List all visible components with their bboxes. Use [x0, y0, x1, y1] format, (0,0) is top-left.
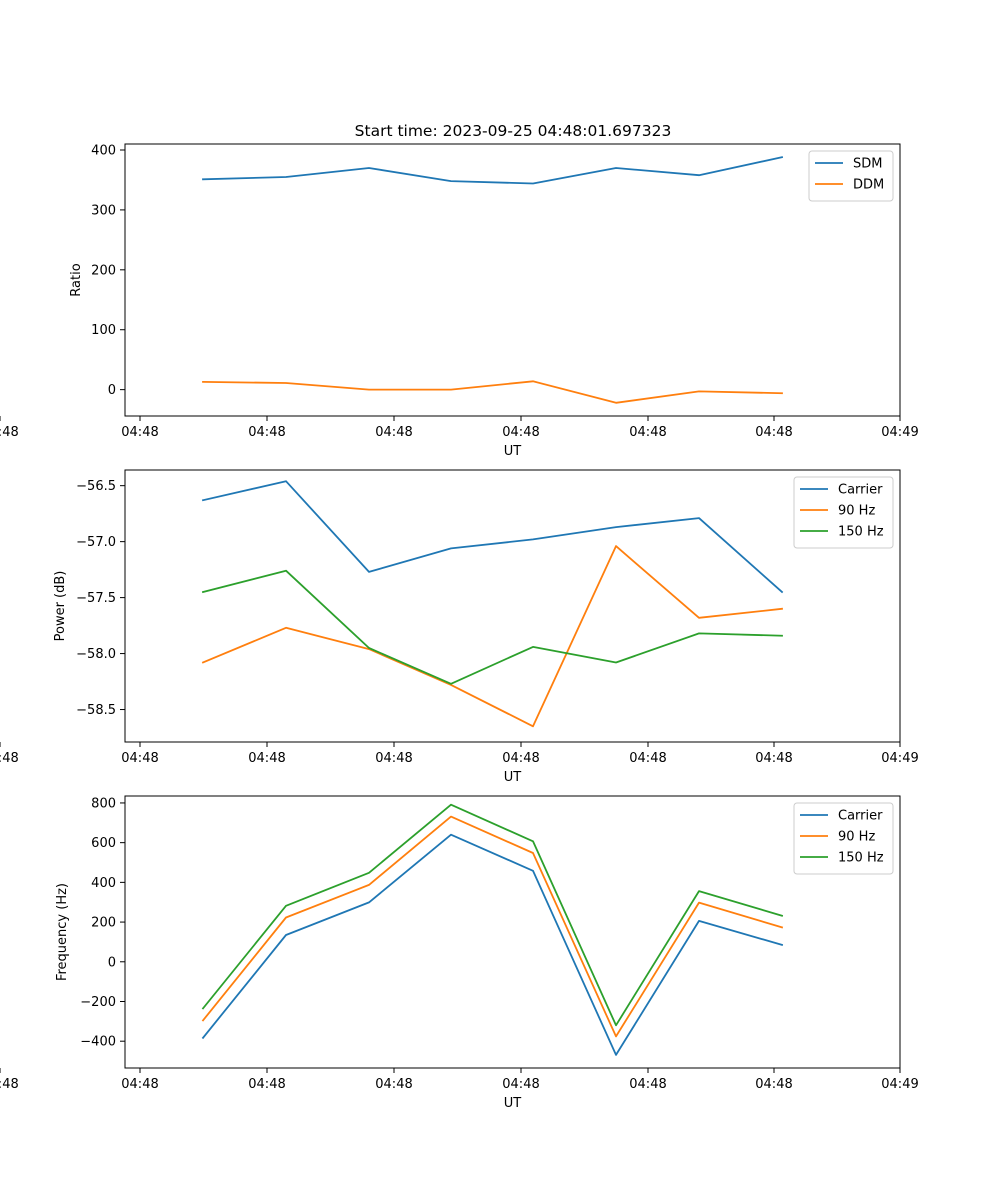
- frequency-x-tick-label: 04:48: [629, 1077, 666, 1092]
- frequency-legend-label: 90 Hz: [838, 830, 875, 845]
- frequency-axes-frame: [124, 795, 901, 1069]
- ratio-y-tick-label: 0: [108, 383, 116, 398]
- power-y-tick-label: −58.5: [76, 703, 116, 718]
- power-axes: 04:48 04:48 04:48 04:48 04:48 04:48 04:48 04:49…: [0, 469, 919, 785]
- ratio-legend-label: SDM: [853, 157, 882, 172]
- power-axes-frame: [124, 469, 901, 743]
- frequency-legend-label: 150 Hz: [838, 851, 884, 866]
- ratio-y-axis-label: Ratio: [69, 263, 84, 296]
- power-y-tick-label: −57.0: [76, 535, 116, 550]
- power-x-tick-label: 04:48: [0, 751, 19, 766]
- frequency-series-carrier-line: [201, 833, 784, 1056]
- frequency-legend: Carrier 90 Hz 150 Hz: [793, 802, 894, 875]
- frequency-x-tick-label: 04:48: [0, 1077, 19, 1092]
- power-y-tick-label: −58.0: [76, 647, 116, 662]
- power-y-tick-label: −56.5: [76, 479, 116, 494]
- frequency-x-tick-label: 04:48: [502, 1077, 539, 1092]
- frequency-x-axis-label: UT: [504, 1096, 522, 1111]
- power-series-150-hz-line: [201, 569, 783, 685]
- power-legend-label: Carrier: [838, 483, 883, 498]
- frequency-legend-label: Carrier: [838, 809, 883, 824]
- ratio-x-tick-label: 04:48: [248, 425, 285, 440]
- frequency-series-90-hz-line: [201, 815, 784, 1038]
- power-x-tick-label: 04:48: [502, 751, 539, 766]
- power-series-carrier-line: [201, 480, 784, 594]
- ratio-y-tick-label: 100: [91, 323, 116, 338]
- ratio-x-tick-label: 04:48: [755, 425, 792, 440]
- frequency-axes: 04:48 04:48 04:48 04:48 04:48 04:48 04:48 04:49…: [0, 795, 919, 1111]
- power-series-90-hz-line: [201, 545, 783, 728]
- power-legend-label: 90 Hz: [838, 504, 875, 519]
- frequency-y-tick-label: 600: [91, 836, 116, 851]
- ratio-y-tick-label: 300: [91, 203, 116, 218]
- frequency-x-tick-label: 04:48: [755, 1077, 792, 1092]
- power-y-axis-label: Power (dB): [53, 571, 68, 642]
- frequency-x-tick-label: 04:49: [881, 1077, 918, 1092]
- ratio-y-tick-label: 200: [91, 263, 116, 278]
- ratio-y-tick-label: 400: [91, 143, 116, 158]
- ratio-x-tick-label: 04:48: [0, 425, 19, 440]
- frequency-y-axis-label: Frequency (Hz): [55, 883, 70, 981]
- ratio-x-tick-label: 04:48: [121, 425, 158, 440]
- ratio-series-sdm-line: [202, 156, 784, 185]
- ratio-series-ddm-line: [202, 380, 783, 404]
- ratio-x-tick-label: 04:48: [502, 425, 539, 440]
- ratio-axes-frame: [124, 143, 901, 417]
- frequency-x-tick-label: 04:48: [375, 1077, 412, 1092]
- frequency-x-tick-label: 04:48: [121, 1077, 158, 1092]
- ratio-axes: 04:48 04:48 04:48 04:48 04:48 04:48 04:48 04:49…: [0, 143, 919, 459]
- power-x-axis-label: UT: [504, 770, 522, 785]
- ratio-legend-label: DDM: [853, 178, 884, 193]
- figure-title: Start time: 2023-09-25 04:48:01.697323: [355, 122, 672, 140]
- power-x-tick-label: 04:48: [248, 751, 285, 766]
- power-x-tick-label: 04:48: [755, 751, 792, 766]
- frequency-y-tick-label: 200: [91, 916, 116, 931]
- power-legend-label: 150 Hz: [838, 525, 884, 540]
- frequency-x-tick-label: 04:48: [248, 1077, 285, 1092]
- power-x-tick-label: 04:48: [375, 751, 412, 766]
- power-x-tick-label: 04:48: [629, 751, 666, 766]
- frequency-y-tick-label: 800: [91, 796, 116, 811]
- power-x-tick-label: 04:49: [881, 751, 918, 766]
- ratio-x-tick-label: 04:48: [629, 425, 666, 440]
- frequency-y-tick-label: −400: [80, 1035, 116, 1050]
- ratio-x-axis-label: UT: [504, 444, 522, 459]
- frequency-y-tick-label: 400: [91, 876, 116, 891]
- frequency-y-tick-label: 0: [108, 955, 116, 970]
- power-x-tick-label: 04:48: [121, 751, 158, 766]
- ratio-x-tick-label: 04:49: [881, 425, 918, 440]
- power-y-tick-label: −57.5: [76, 591, 116, 606]
- ratio-legend: SDM DDM: [808, 150, 894, 202]
- ratio-x-tick-label: 04:48: [375, 425, 412, 440]
- frequency-y-tick-label: −200: [80, 995, 116, 1010]
- frequency-series-150-hz-line: [201, 803, 784, 1027]
- power-legend: Carrier 90 Hz 150 Hz: [793, 476, 894, 549]
